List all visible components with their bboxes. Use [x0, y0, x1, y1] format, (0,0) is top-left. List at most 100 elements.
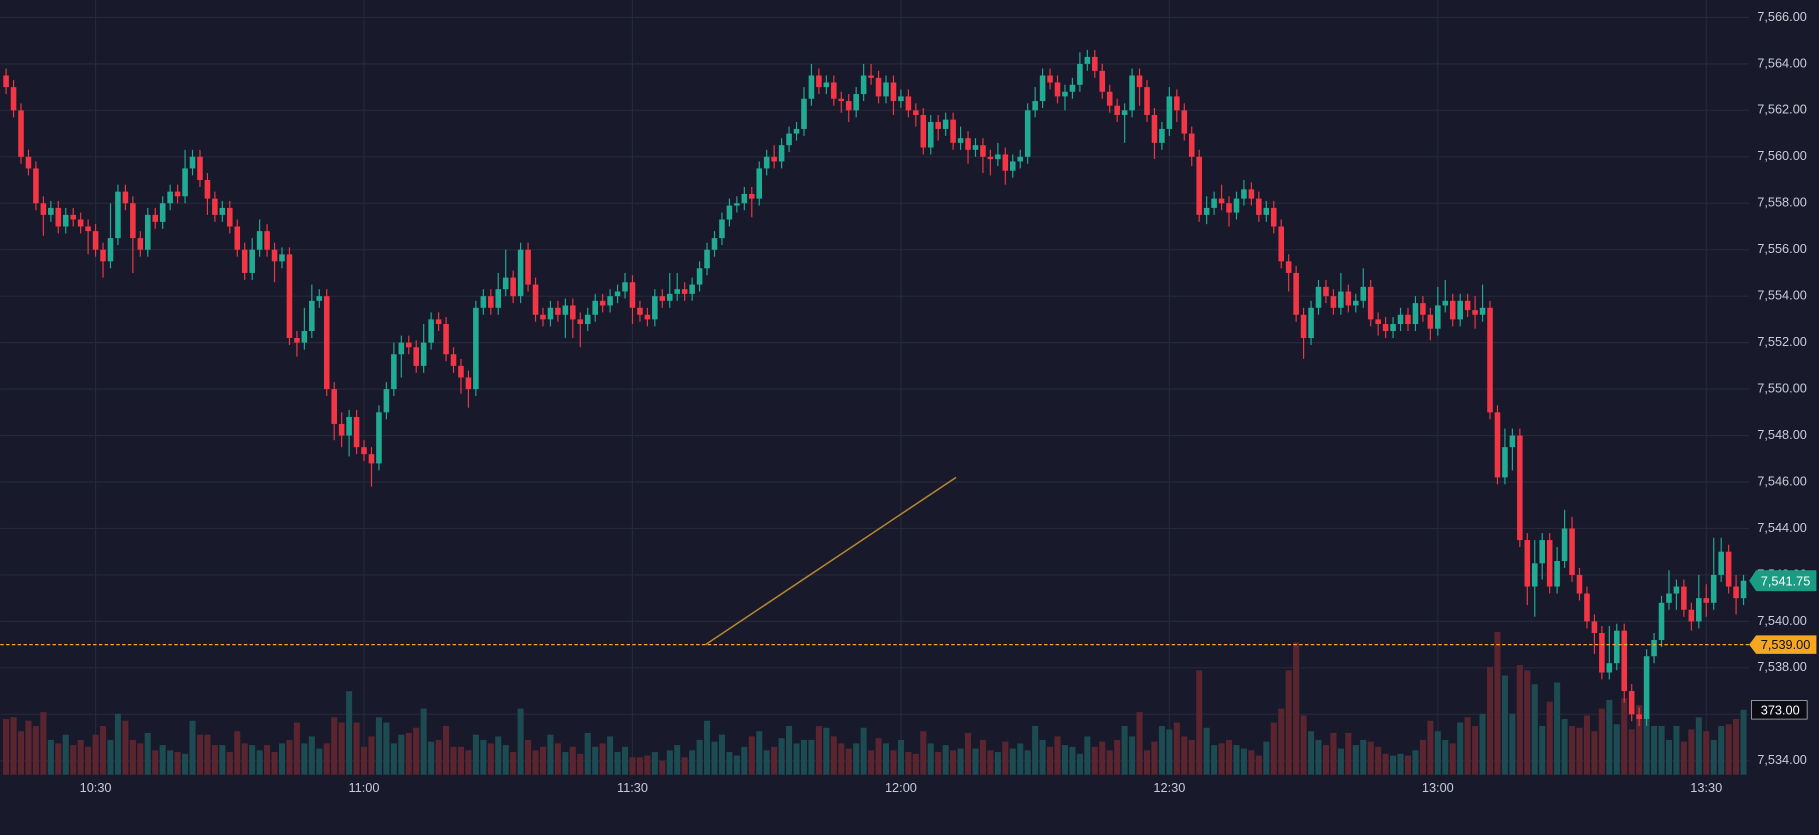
- candle-body: [652, 296, 658, 320]
- volume-bar: [927, 743, 934, 775]
- volume-bar: [331, 717, 338, 775]
- candle-body: [1517, 435, 1523, 541]
- volume-bar: [965, 732, 972, 775]
- volume-bar: [1546, 701, 1553, 775]
- volume-bar: [1240, 748, 1247, 775]
- volume-bar: [256, 750, 263, 775]
- volume-bar: [1084, 736, 1091, 775]
- volume-bar: [107, 739, 114, 775]
- volume-bar: [1703, 731, 1710, 775]
- candle-body: [1494, 412, 1501, 478]
- y-tick-label: 7,564.00: [1757, 55, 1807, 70]
- volume-bar: [644, 755, 651, 775]
- candle-body: [413, 347, 420, 366]
- candle-body: [1114, 105, 1120, 115]
- volume-bar: [1360, 739, 1367, 775]
- volume-bar: [1569, 725, 1576, 775]
- candle-body: [212, 198, 218, 215]
- volume-bar: [1143, 750, 1151, 775]
- last-price-label: 7,541.75: [1761, 573, 1811, 588]
- volume-bar: [748, 736, 755, 775]
- volume-bar: [1561, 719, 1568, 775]
- volume-bar: [1382, 753, 1389, 775]
- candle-body: [711, 238, 718, 250]
- candle-body: [1353, 300, 1359, 306]
- volume-bar: [286, 739, 293, 775]
- volume-bar: [1166, 729, 1173, 775]
- candle-body: [592, 300, 598, 315]
- candle-body: [793, 128, 800, 134]
- candle-body: [264, 231, 270, 250]
- last-price-tag: [1749, 570, 1817, 592]
- volume-bar: [957, 748, 964, 775]
- candle-body: [144, 214, 151, 250]
- candle-body: [62, 214, 69, 227]
- candle-body: [1621, 630, 1628, 692]
- candle-body: [532, 284, 539, 315]
- volume-bar: [838, 743, 845, 775]
- volume-bar: [450, 746, 457, 775]
- volume-bar: [361, 746, 368, 775]
- volume-bar: [1270, 722, 1277, 775]
- candle-body: [1420, 303, 1426, 315]
- volume-bar: [830, 736, 837, 775]
- candle-body: [346, 416, 352, 436]
- volume-bar: [674, 745, 681, 775]
- candle-body: [1464, 300, 1471, 311]
- volume-bar: [629, 757, 636, 775]
- volume-bar: [1390, 755, 1397, 775]
- x-tick-label: 10:30: [80, 780, 112, 795]
- volume-bar: [420, 708, 427, 775]
- volume-bar: [1375, 746, 1382, 775]
- volume-bar: [845, 748, 852, 775]
- volume-bar: [1733, 719, 1740, 775]
- volume-bar: [413, 727, 420, 775]
- y-tick-label: 7,556.00: [1757, 241, 1807, 256]
- candle-body: [510, 277, 516, 297]
- candle-body: [1270, 207, 1277, 227]
- volume-bar: [375, 717, 382, 775]
- volume-bar: [189, 720, 196, 775]
- candle-body: [659, 296, 666, 301]
- candle-body: [1263, 207, 1270, 215]
- candle-body: [1285, 261, 1292, 273]
- volume-bar: [1516, 665, 1523, 775]
- candle-body: [204, 180, 211, 199]
- candle-body: [995, 154, 1001, 160]
- volume-bar: [621, 746, 629, 775]
- volume-bar: [122, 720, 129, 775]
- volume-bar: [174, 752, 181, 775]
- volume-bar: [144, 732, 151, 775]
- volume-bar: [942, 745, 949, 775]
- candle-body: [823, 82, 830, 88]
- candle-body: [1703, 598, 1710, 603]
- candle-body: [1278, 226, 1285, 262]
- volume-bar: [972, 748, 979, 775]
- volume-bar: [763, 750, 770, 775]
- volume-bar: [1583, 715, 1590, 775]
- candle-body: [331, 389, 337, 424]
- volume-bar: [234, 731, 241, 775]
- candle-body: [1457, 300, 1463, 320]
- volume-bar: [808, 739, 815, 775]
- volume-bar: [1099, 741, 1106, 775]
- volume-bar: [405, 732, 412, 775]
- volume-bar: [196, 734, 203, 775]
- volume-bar: [1255, 755, 1262, 775]
- volume-bar: [211, 745, 218, 775]
- candle-body: [405, 342, 412, 348]
- volume-bar: [1718, 725, 1725, 775]
- candle-body: [271, 249, 278, 262]
- volume-bar: [55, 743, 62, 775]
- volume-bar: [1539, 725, 1546, 775]
- candle-body: [227, 207, 233, 227]
- volume-bar: [219, 745, 226, 775]
- candle-body: [599, 300, 606, 306]
- candle-body: [562, 305, 569, 315]
- candle-body: [55, 207, 62, 227]
- candle-body: [1002, 154, 1009, 171]
- volume-bar: [897, 739, 904, 775]
- candle-body: [435, 319, 442, 325]
- candle-body: [1017, 156, 1024, 162]
- volume-bar: [204, 734, 211, 775]
